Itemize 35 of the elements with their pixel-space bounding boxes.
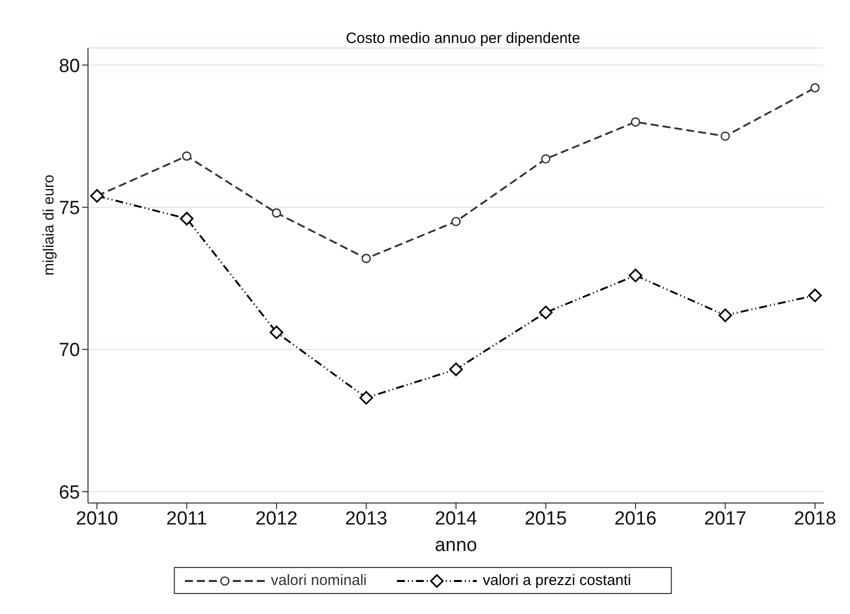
point: [362, 254, 371, 264]
x-tick-label: 2014: [434, 508, 478, 530]
y-tick-label: 80: [58, 56, 80, 77]
point: [272, 208, 282, 218]
text: valori a prezzi costanti: [482, 572, 632, 589]
x-tick-label: 2017: [704, 508, 746, 530]
y-tick-label: 65: [58, 482, 80, 504]
point: [449, 362, 463, 376]
point: [810, 83, 820, 92]
point: [628, 268, 642, 282]
x-tick-label: 2012: [255, 508, 298, 530]
point: [182, 151, 192, 161]
point: [630, 117, 640, 127]
x-tick-label: 2016: [614, 508, 657, 530]
point: [720, 132, 730, 141]
point: [808, 288, 822, 302]
point: [541, 154, 550, 164]
chart-title: Costo medio annuo per dipendente: [344, 30, 582, 47]
x-tick-label: 2010: [76, 508, 118, 530]
x-axis-title: anno: [434, 535, 478, 556]
point: [359, 390, 374, 405]
x-tick-label: 2011: [166, 508, 208, 530]
y-tick-label: 75: [58, 198, 80, 219]
x-tick-label: 2013: [345, 508, 388, 530]
y-axis-title: migliaia di euro: [40, 174, 58, 276]
point: [270, 326, 284, 340]
point: [718, 308, 732, 322]
y-tick-label: 70: [58, 340, 80, 362]
x-tick-label: 2018: [794, 508, 836, 530]
point: [90, 189, 104, 203]
text: valori nominali: [270, 572, 367, 589]
point: [180, 212, 194, 226]
point: [451, 216, 461, 226]
point: [538, 306, 553, 320]
x-tick-label: 2015: [524, 508, 567, 530]
